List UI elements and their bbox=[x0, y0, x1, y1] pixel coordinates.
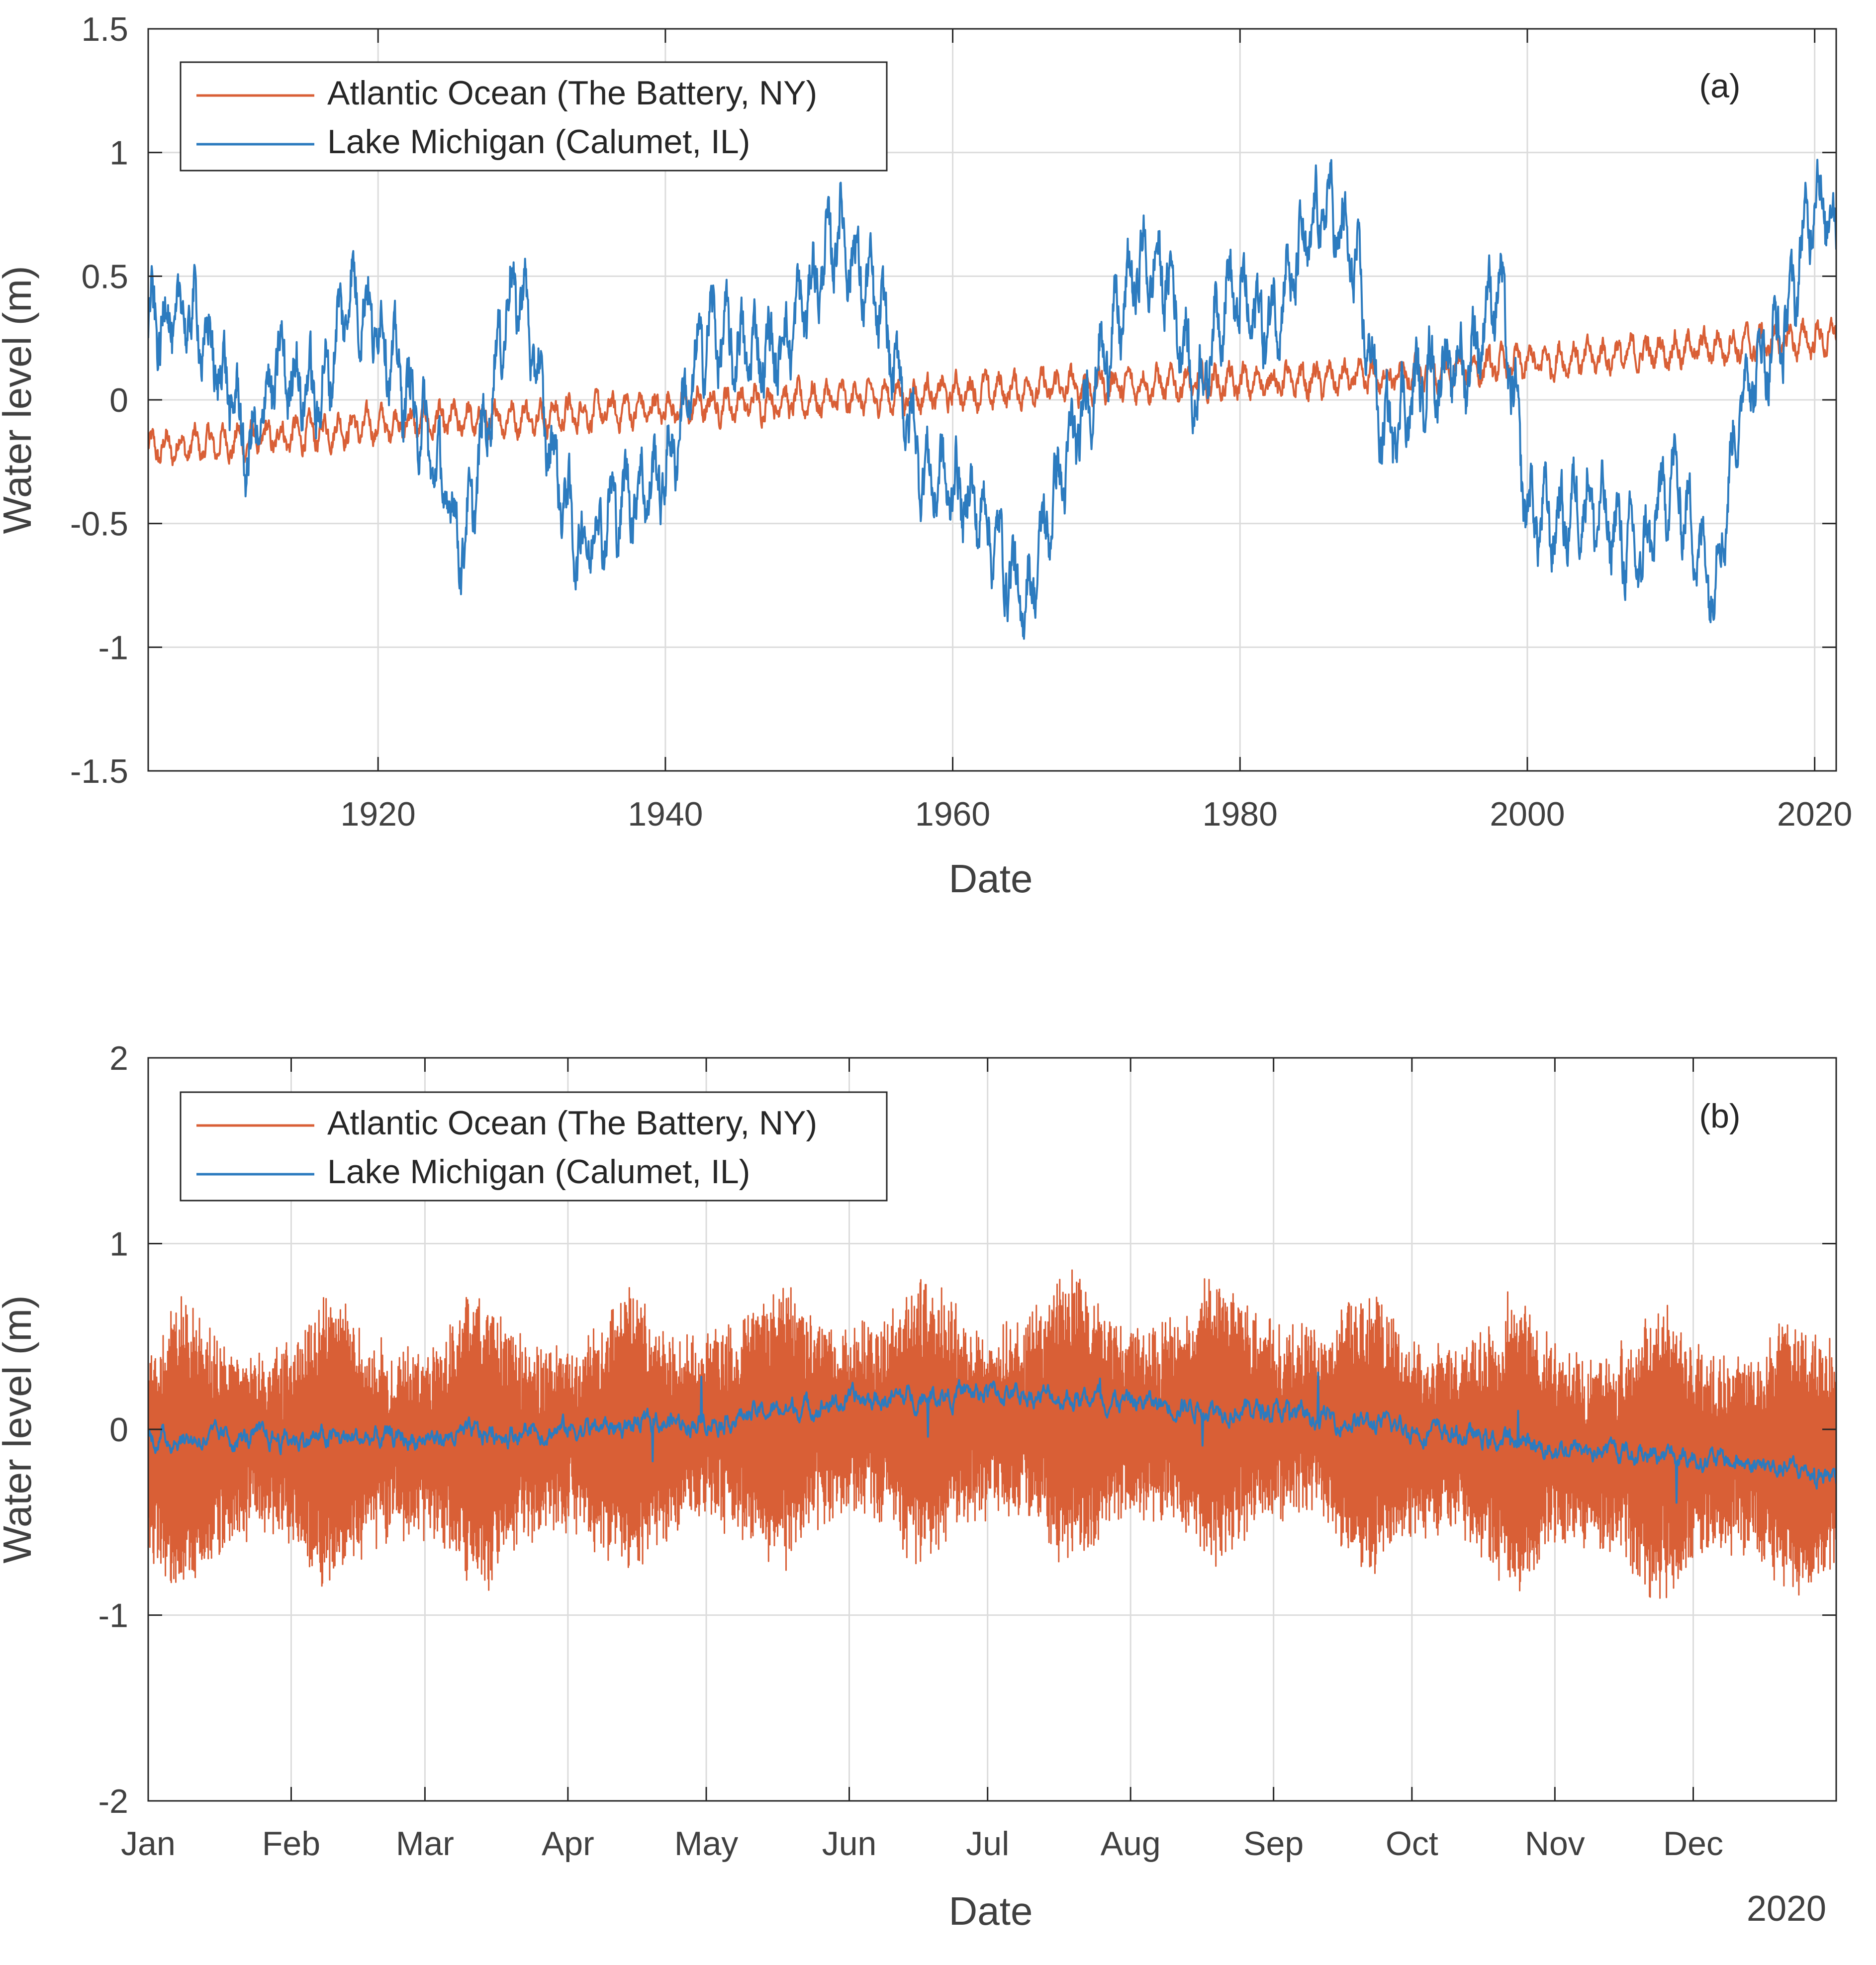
x-tick-label: 2000 bbox=[1490, 795, 1565, 833]
y-tick-label: 2 bbox=[109, 1039, 128, 1077]
series-line-atlantic-a bbox=[148, 317, 1836, 467]
y-tick-label: -2 bbox=[98, 1782, 128, 1820]
series-layer-a bbox=[148, 159, 1836, 640]
y-tick-label: -1.5 bbox=[70, 752, 128, 790]
panel-label-b: (b) bbox=[1699, 1097, 1740, 1135]
x-tick-label: Apr bbox=[542, 1825, 594, 1863]
x-tick-label: Feb bbox=[262, 1825, 320, 1863]
legend-a: Atlantic Ocean (The Battery, NY) Lake Mi… bbox=[180, 61, 888, 172]
panel-label-a: (a) bbox=[1699, 67, 1740, 105]
x-tick-label: Mar bbox=[396, 1825, 454, 1863]
panel-a: 1920 1940 1960 1980 2000 2020 -1.5 -1 -0.5 0 0.5 1 1… bbox=[0, 10, 1852, 901]
y-tick-label: -1 bbox=[98, 1597, 128, 1635]
y-tick-label: 0.5 bbox=[81, 258, 128, 295]
y-tick-label: -0.5 bbox=[70, 505, 128, 543]
x-tick-label: 1980 bbox=[1203, 795, 1278, 833]
x-tick-label: Jan bbox=[121, 1825, 176, 1863]
panel-b: Jan Feb Mar Apr May Jun Jul Aug Sep Oct Nov Dec -2 -1… bbox=[0, 1039, 1837, 1933]
ticks-a: 1920 1940 1960 1980 2000 2020 -1.5 -1 -0.5 0 0.5 1 1… bbox=[70, 10, 1853, 833]
series-line-atlantic-b bbox=[148, 1269, 1836, 1599]
legend-label-lake-a: Lake Michigan (Calumet, IL) bbox=[327, 123, 750, 161]
y-tick-label: 1 bbox=[109, 1225, 128, 1263]
x-axis-label-b: Date bbox=[949, 1889, 1033, 1933]
x-tick-label: 1920 bbox=[341, 795, 416, 833]
x-tick-label: Nov bbox=[1525, 1825, 1585, 1863]
y-tick-label: 0 bbox=[109, 1411, 128, 1449]
x-axis-label-a: Date bbox=[949, 856, 1033, 901]
x-tick-label: 2020 bbox=[1777, 795, 1852, 833]
x-tick-label: Dec bbox=[1663, 1825, 1723, 1863]
series-line-lake-a bbox=[148, 159, 1836, 640]
x-tick-label: May bbox=[674, 1825, 738, 1863]
legend-label-atlantic-b: Atlantic Ocean (The Battery, NY) bbox=[327, 1104, 817, 1142]
y-axis-label-b: Water level (m) bbox=[0, 1295, 39, 1563]
x-tick-label: Aug bbox=[1101, 1825, 1161, 1863]
x-tick-label: 1960 bbox=[915, 795, 990, 833]
legend-label-lake-b: Lake Michigan (Calumet, IL) bbox=[327, 1153, 750, 1191]
y-tick-label: -1 bbox=[98, 629, 128, 666]
legend-box-b bbox=[180, 1091, 888, 1202]
y-tick-label: 0 bbox=[109, 381, 128, 419]
series-layer-b bbox=[148, 1269, 1836, 1599]
legend-label-atlantic-a: Atlantic Ocean (The Battery, NY) bbox=[327, 74, 817, 112]
y-tick-label: 1.5 bbox=[81, 10, 128, 48]
ticks-b: Jan Feb Mar Apr May Jun Jul Aug Sep Oct Nov Dec -2 -1… bbox=[98, 1039, 1836, 1863]
x-tick-label: Oct bbox=[1386, 1825, 1438, 1863]
series-line-lake-b bbox=[148, 1371, 1836, 1504]
x-tick-label: Sep bbox=[1243, 1825, 1304, 1863]
x-tick-label: Jun bbox=[822, 1825, 877, 1863]
year-label-b: 2020 bbox=[1747, 1889, 1826, 1929]
legend-box-a bbox=[180, 61, 888, 172]
x-tick-label: 1940 bbox=[628, 795, 703, 833]
legend-b: Atlantic Ocean (The Battery, NY) Lake Mi… bbox=[180, 1091, 888, 1202]
y-tick-label: 1 bbox=[109, 134, 128, 172]
y-axis-label-a: Water level (m) bbox=[0, 266, 39, 534]
x-tick-label: Jul bbox=[966, 1825, 1009, 1863]
